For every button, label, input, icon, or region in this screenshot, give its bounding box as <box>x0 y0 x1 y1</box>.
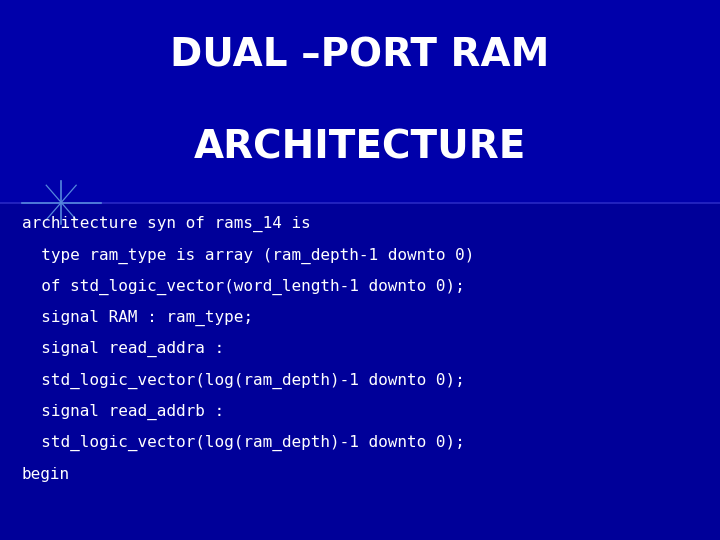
Text: begin: begin <box>22 467 70 482</box>
Text: type ram_type is array (ram_depth-1 downto 0): type ram_type is array (ram_depth-1 down… <box>22 247 474 264</box>
Text: DUAL –PORT RAM: DUAL –PORT RAM <box>171 36 549 75</box>
Bar <box>0 0 720 202</box>
Text: ARCHITECTURE: ARCHITECTURE <box>194 128 526 166</box>
Text: std_logic_vector(log(ram_depth)-1 downto 0);: std_logic_vector(log(ram_depth)-1 downto… <box>22 435 464 451</box>
Text: signal RAM : ram_type;: signal RAM : ram_type; <box>22 310 253 326</box>
Text: signal read_addrb :: signal read_addrb : <box>22 404 224 420</box>
Text: signal read_addra :: signal read_addra : <box>22 341 224 357</box>
Text: std_logic_vector(log(ram_depth)-1 downto 0);: std_logic_vector(log(ram_depth)-1 downto… <box>22 373 464 389</box>
Text: of std_logic_vector(word_length-1 downto 0);: of std_logic_vector(word_length-1 downto… <box>22 279 464 295</box>
Text: architecture syn of rams_14 is: architecture syn of rams_14 is <box>22 216 310 232</box>
Bar <box>0 202 720 540</box>
